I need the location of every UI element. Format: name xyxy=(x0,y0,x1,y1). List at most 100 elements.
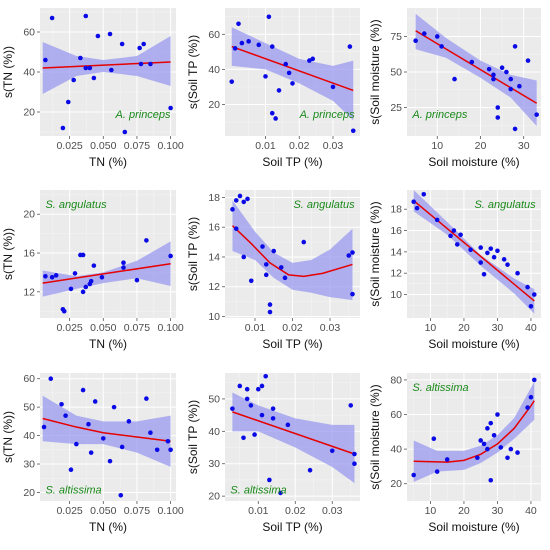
confidence-band xyxy=(231,27,354,121)
y-tick-label: 40 xyxy=(208,426,220,438)
x-tick-label: 0.01 xyxy=(255,140,276,152)
data-point xyxy=(270,406,276,411)
y-tick-label: 60 xyxy=(208,29,220,41)
y-tick-label: 50 xyxy=(208,393,220,405)
data-point xyxy=(269,44,275,49)
data-point xyxy=(270,416,276,421)
panel-1: 0.025 0.050 0.075 0.100 20 40 60 A. princeps TN … xyxy=(1,8,184,169)
data-point xyxy=(515,270,520,276)
data-point xyxy=(118,493,124,498)
data-point xyxy=(534,112,539,117)
y-axis-title: s(TN (%)) xyxy=(1,228,15,280)
data-point xyxy=(434,34,440,39)
data-point xyxy=(285,422,291,428)
data-point xyxy=(478,260,484,265)
y-tick-label: 20 xyxy=(23,107,35,119)
data-point xyxy=(263,272,269,278)
data-point xyxy=(252,432,257,437)
data-point xyxy=(310,56,316,62)
confidence-band xyxy=(415,13,537,127)
x-axis-title: Soil TP (%) xyxy=(262,520,322,534)
y-tick-label: 10 xyxy=(390,289,402,301)
data-point xyxy=(241,199,247,205)
data-point xyxy=(78,55,83,61)
fit-line xyxy=(42,417,171,443)
data-point xyxy=(237,193,243,199)
data-point xyxy=(307,58,312,63)
x-tick-label: 0.050 xyxy=(90,322,116,334)
panel-2: 0.01 0.02 0.03 20 40 60 A. princeps Soil TP (%)… xyxy=(186,8,360,169)
x-tick-label: 0.100 xyxy=(157,322,183,334)
x-tick-label: 0.02 xyxy=(285,505,306,517)
data-point xyxy=(508,86,514,92)
data-point xyxy=(283,61,289,67)
x-axis-title: TN (%) xyxy=(89,155,127,169)
data-point xyxy=(107,458,113,464)
x-axis-title: Soil TP (%) xyxy=(262,155,322,169)
data-point xyxy=(498,445,504,450)
data-point xyxy=(121,265,126,270)
data-point xyxy=(491,432,497,438)
data-point xyxy=(165,438,171,444)
data-point xyxy=(512,126,518,132)
data-point xyxy=(168,253,173,259)
confidence-band xyxy=(413,381,535,482)
data-point xyxy=(232,46,238,51)
data-point xyxy=(49,15,55,21)
data-point xyxy=(80,252,86,258)
data-point xyxy=(148,430,153,436)
data-point xyxy=(100,436,106,441)
species-label: A. princeps xyxy=(299,109,356,121)
data-point xyxy=(501,257,507,262)
data-point xyxy=(61,308,67,314)
x-tick-label: 20 xyxy=(475,140,487,152)
fit-line xyxy=(42,262,171,284)
x-tick-label: 0.02 xyxy=(282,322,303,334)
y-tick-label: 30 xyxy=(23,459,35,471)
panel-9: 10 20 30 40 20 40 60 80 S. altissima Soil moistur… xyxy=(368,373,541,534)
data-point xyxy=(491,76,496,82)
data-point xyxy=(122,129,128,135)
panel-5: 0.01 0.02 0.03 10 12 14 16 18 S. angulatus Soil T… xyxy=(186,190,360,351)
panel-8: 0.01 0.02 0.03 20 30 40 50 S. altissima Soil TP … xyxy=(186,373,360,534)
x-tick-label: 0.025 xyxy=(56,505,82,517)
species-label: A. princeps xyxy=(411,109,468,121)
data-point xyxy=(119,444,125,450)
data-point xyxy=(525,405,530,410)
y-tick-label: 14 xyxy=(390,246,402,258)
data-point xyxy=(486,66,492,72)
data-point xyxy=(478,245,484,250)
data-point xyxy=(481,441,487,447)
species-label: S. angulatus xyxy=(293,199,355,211)
x-tick-label: 30 xyxy=(492,505,504,517)
data-point xyxy=(48,376,54,381)
data-point xyxy=(260,244,265,249)
data-point xyxy=(434,469,440,474)
data-point xyxy=(65,99,71,105)
data-point xyxy=(233,198,239,203)
x-tick-label: 0.025 xyxy=(56,322,82,334)
data-point xyxy=(126,419,132,424)
y-axis-title: s(Soil moisture (%)) xyxy=(368,201,382,306)
data-point xyxy=(485,250,490,256)
y-tick-label: 60 xyxy=(23,27,35,39)
y-tick-label: 40 xyxy=(23,67,35,79)
panel-background xyxy=(407,373,541,501)
data-point xyxy=(434,217,440,223)
data-point xyxy=(276,88,282,93)
data-point xyxy=(99,274,105,280)
y-tick-label: 18 xyxy=(208,192,220,204)
x-axis-title: Soil moisture (%) xyxy=(428,337,519,351)
y-tick-label: 25 xyxy=(390,102,402,114)
data-point xyxy=(267,309,273,315)
x-tick-label: 0.025 xyxy=(56,140,82,152)
data-point xyxy=(411,472,417,478)
x-tick-label: 30 xyxy=(492,322,504,334)
y-tick-label: 40 xyxy=(208,64,220,76)
data-point xyxy=(80,289,86,295)
fit-line xyxy=(231,225,353,278)
y-tick-label: 30 xyxy=(208,458,220,470)
data-point xyxy=(350,291,355,297)
data-point xyxy=(263,262,269,267)
